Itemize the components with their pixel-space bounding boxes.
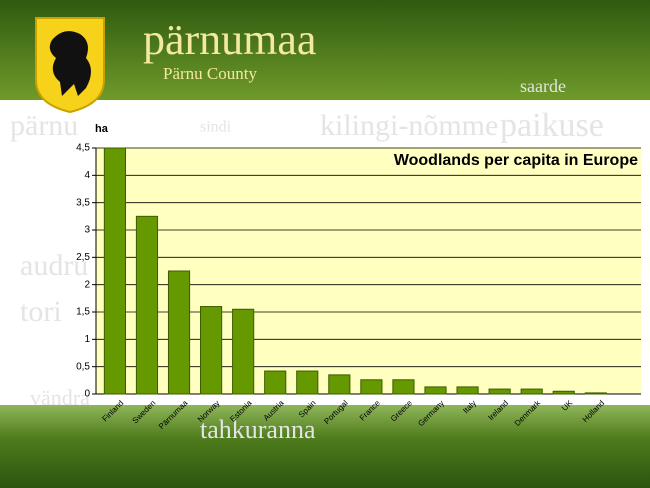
header-subtitle: Pärnu County — [163, 64, 257, 83]
y-tick-label: 1,5 — [76, 307, 90, 318]
bar — [103, 147, 126, 395]
bar — [135, 215, 159, 395]
bar — [264, 370, 287, 395]
bar — [360, 379, 383, 395]
y-tick-label: 4 — [84, 170, 90, 181]
header-band — [0, 0, 650, 100]
bar — [584, 392, 607, 395]
background-word: saarde — [520, 76, 566, 96]
background-word: paikuse — [500, 107, 604, 144]
background-word: audru — [20, 249, 88, 282]
background-word: tori — [20, 295, 62, 328]
y-tick-label: 0,5 — [76, 361, 90, 372]
y-tick-label: 4,5 — [76, 143, 90, 154]
background-word: vändra — [30, 385, 90, 410]
bar — [488, 388, 511, 395]
bar — [392, 379, 415, 395]
bar — [520, 388, 543, 395]
bar — [424, 386, 447, 395]
y-tick-label: 0 — [84, 389, 90, 400]
y-tick-label: 2,5 — [76, 252, 90, 263]
y-tick-label: 3,5 — [76, 197, 90, 208]
chart-title: Woodlands per capita in Europe — [394, 152, 638, 169]
background-word: sindi — [200, 119, 232, 136]
y-axis-label: ha — [95, 123, 109, 135]
bar — [296, 370, 319, 395]
background-word: pärnu — [10, 109, 78, 142]
y-tick-label: 1 — [84, 334, 90, 345]
bar — [456, 386, 479, 395]
bar — [167, 270, 191, 395]
header-title: pärnumaa — [143, 15, 316, 64]
y-tick-label: 2 — [84, 279, 90, 290]
background-word: tahkuranna — [200, 415, 316, 444]
footer-band — [0, 405, 650, 488]
logo-bear — [49, 31, 91, 96]
bar — [552, 390, 575, 395]
y-tick-label: 3 — [84, 225, 90, 236]
background-word: kilingi-nõmme — [320, 109, 498, 142]
bar — [328, 374, 351, 395]
bar — [232, 308, 255, 395]
bar — [200, 306, 223, 395]
